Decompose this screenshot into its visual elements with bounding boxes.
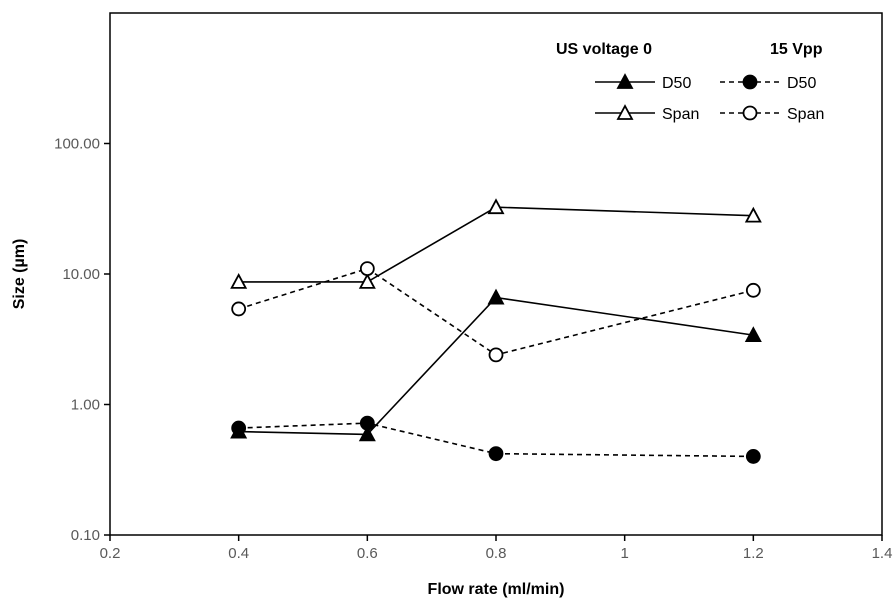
series-line [238,206,754,283]
data-point [488,347,504,363]
series-d50-15vpp [231,415,761,464]
x-tick-label: 0.6 [357,545,378,562]
data-point [230,272,248,289]
x-axis-title: Flow rate (ml/min) [428,581,565,598]
data-point [359,415,375,431]
y-axis-title: Size (µm) [11,239,28,310]
legend-marker [742,105,758,121]
data-point [487,198,505,215]
legend-label: D50 [787,75,816,92]
data-point [358,272,376,289]
series-d50-0v [230,288,762,442]
series-span-0v [230,198,762,289]
x-tick-label: 1.4 [872,545,893,562]
data-point [487,288,505,305]
legend-label: Span [787,106,824,123]
legend-label: Span [662,106,699,123]
legend-marker [616,104,634,120]
x-tick-label: 0.4 [228,545,249,562]
x-tick-label: 0.2 [100,545,121,562]
data-point [231,301,247,317]
data-point [488,446,504,462]
series-line [238,267,754,356]
legend-header-left: US voltage 0 [556,41,652,58]
y-tick-label: 10.00 [62,266,100,283]
data-point [745,449,761,464]
legend-label: D50 [662,75,691,92]
legend-marker [742,74,758,90]
series-line [238,422,754,458]
data-point [358,425,376,442]
series-span-15vpp [231,261,761,363]
data-point [745,282,761,298]
data-point [359,261,375,276]
legend-header-right: 15 Vpp [770,41,823,58]
data-point [744,206,762,223]
y-tick-label: 100.00 [54,136,100,153]
legend-marker [616,73,634,89]
series-line [238,296,754,436]
x-tick-label: 0.8 [486,545,507,562]
y-tick-label: 1.00 [71,397,100,414]
legend: US voltage 0 15 Vpp D50 D50 Span Span [556,41,824,123]
y-tick-label: 0.10 [71,527,100,544]
data-point [231,420,247,436]
data-point [744,326,762,343]
x-tick-label: 1 [620,545,628,562]
x-tick-label: 1.2 [743,545,764,562]
